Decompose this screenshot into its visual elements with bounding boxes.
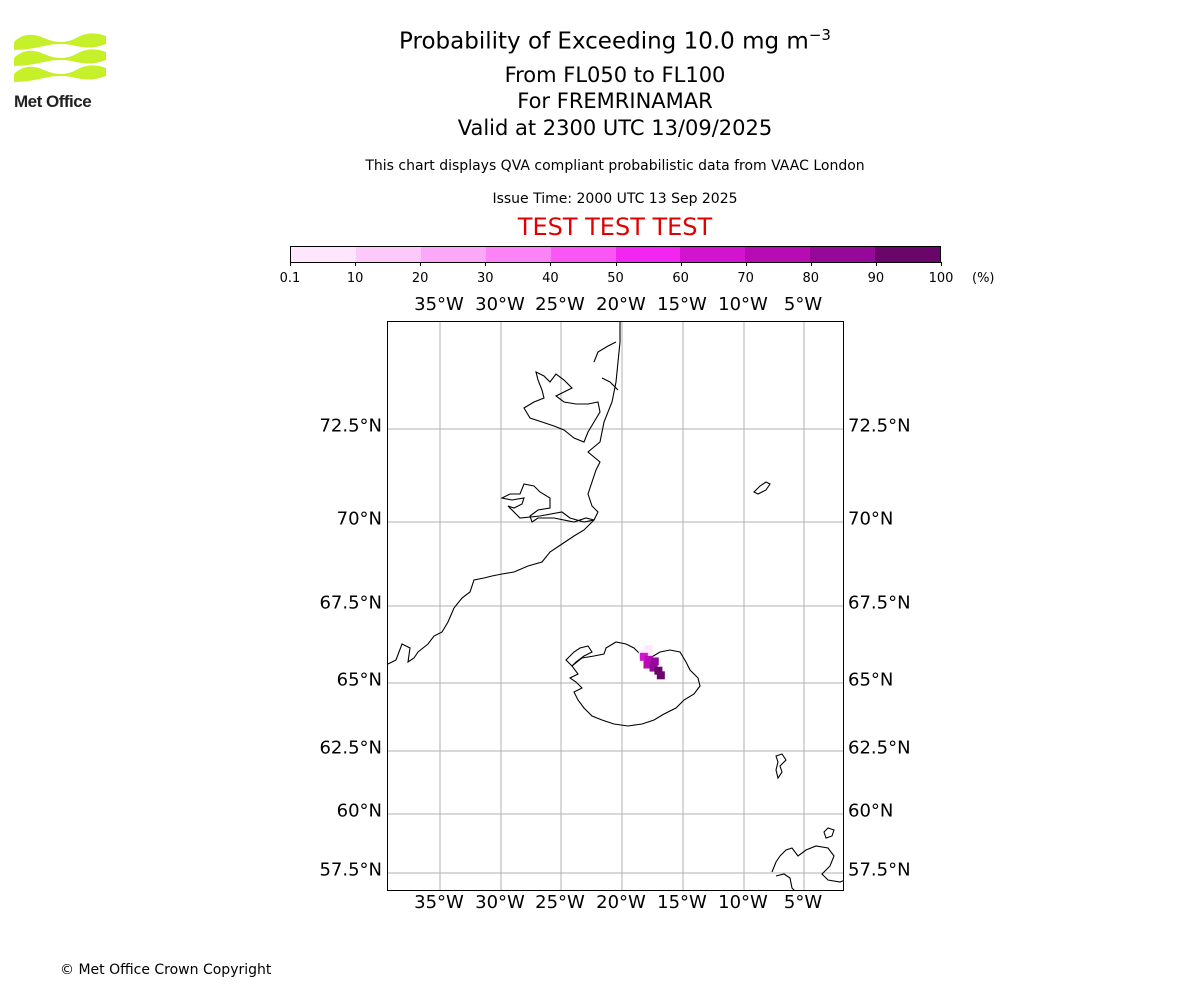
colorbar-tick-label: 50 (607, 271, 624, 286)
faroe-islands-coastline (775, 753, 787, 780)
colorbar-tick-label: 20 (411, 271, 429, 286)
ash-probability-cell (656, 671, 665, 680)
valid-time-subtitle: Valid at 2300 UTC 13/09/2025 (457, 116, 773, 140)
longitude-label-bottom: 15°W (657, 892, 707, 913)
colorbar-tick-label: 30 (477, 271, 494, 286)
scotland-coastline (771, 845, 843, 890)
probability-colorbar (290, 246, 941, 263)
latitude-label-left: 62.5°N (319, 737, 382, 759)
colorbar-segment-0 (291, 247, 356, 262)
latitude-label-right: 62.5°N (848, 737, 911, 759)
jan-mayen-coastline (753, 481, 771, 495)
longitude-label-bottom: 20°W (596, 892, 646, 913)
ash-probability-cell (644, 655, 653, 664)
colorbar-tick-label: 80 (802, 271, 820, 286)
title-text: Probability of Exceeding 10.0 mg m (399, 28, 809, 55)
coastlines (388, 322, 843, 890)
iceland-westfjords (565, 645, 593, 667)
colorbar-tick-mark (550, 262, 552, 266)
colorbar-segment-8 (810, 247, 876, 262)
colorbar-tick-label: 70 (737, 271, 754, 286)
colorbar-tick-mark (941, 262, 942, 266)
colorbar-tick-label: 40 (542, 271, 559, 286)
logo-text: Met Office (14, 92, 92, 111)
colorbar-tick-label: 10 (346, 271, 364, 286)
volcano-subtitle: For FREMRINAMAR (517, 89, 713, 113)
ash-probability-cells (638, 645, 665, 680)
colorbar-tick-mark (290, 262, 291, 266)
colorbar-tick-mark (420, 262, 422, 266)
title-exponent: −3 (808, 26, 831, 44)
colorbar-tick-mark (875, 262, 877, 266)
issue-time: Issue Time: 2000 UTC 13 Sep 2025 (492, 191, 738, 207)
longitude-label-top: 15°W (657, 294, 707, 315)
colorbar-tick-mark (745, 262, 747, 266)
longitude-label-top: 5°W (783, 294, 823, 315)
latitude-label-left: 67.5°N (319, 592, 382, 614)
longitude-label-bottom: 35°W (414, 892, 464, 913)
longitude-label-top: 25°W (535, 294, 585, 315)
colorbar-segment-1 (355, 247, 421, 262)
latitude-label-right: 67.5°N (848, 592, 911, 614)
longitude-label-bottom: 10°W (718, 892, 768, 913)
longitude-label-top: 10°W (718, 294, 768, 315)
colorbar-segment-4 (550, 247, 616, 262)
latitude-label-left: 57.5°N (319, 859, 382, 881)
latitude-label-right: 57.5°N (848, 859, 911, 881)
ash-probability-cell (639, 652, 648, 661)
ash-probability-cell (643, 660, 652, 669)
latitude-label-right: 72.5°N (848, 415, 911, 437)
latitude-label-left: 60°N (336, 800, 382, 822)
colorbar-tick-label: 0.1 (279, 271, 301, 286)
longitude-label-top: 30°W (475, 294, 525, 315)
flight-level-subtitle: From FL050 to FL100 (504, 63, 726, 87)
colorbar-segment-7 (745, 247, 811, 262)
colorbar-tick-mark (355, 262, 357, 266)
map-canvas (388, 322, 843, 890)
longitude-label-bottom: 30°W (475, 892, 525, 913)
met-office-logo-icon (14, 33, 106, 82)
colorbar-segment-5 (615, 247, 681, 262)
colorbar-segment-6 (680, 247, 746, 262)
colorbar-segment-9 (875, 247, 941, 262)
longitude-label-bottom: 25°W (535, 892, 585, 913)
test-banner: TEST TEST TEST (517, 213, 713, 241)
latitude-label-right: 60°N (848, 800, 894, 822)
colorbar-unit: (%) (972, 271, 995, 286)
greenland-coastline (388, 322, 621, 665)
latitude-label-left: 65°N (336, 669, 382, 691)
latitude-label-left: 72.5°N (319, 415, 382, 437)
longitude-label-top: 20°W (596, 294, 646, 315)
longitude-label-top: 35°W (414, 294, 464, 315)
chart-description: This chart displays QVA compliant probab… (365, 158, 865, 174)
colorbar-segment-2 (420, 247, 486, 262)
ash-probability-cell (654, 666, 663, 675)
colorbar-tick-label: 90 (867, 271, 885, 286)
colorbar-tick-label: 60 (672, 271, 689, 286)
latitude-label-right: 65°N (848, 669, 894, 691)
map-panel (387, 321, 844, 891)
colorbar-tick-mark (680, 262, 682, 266)
ash-probability-cell (649, 663, 658, 672)
colorbar-tick-mark (810, 262, 812, 266)
latitude-label-right: 70°N (848, 508, 894, 530)
shetland-coastline (823, 827, 835, 839)
latitude-label-left: 70°N (336, 508, 382, 530)
colorbar-tick-mark (485, 262, 487, 266)
colorbar-tick-mark (615, 262, 617, 266)
colorbar-tick-label: 100 (928, 271, 954, 286)
gridlines (388, 322, 843, 890)
chart-title: Probability of Exceeding 10.0 mg m−3 (0, 26, 1200, 55)
ash-probability-cell (644, 645, 653, 654)
copyright-notice: © Met Office Crown Copyright (60, 962, 272, 978)
iceland-coastline (568, 641, 701, 727)
colorbar-segment-3 (485, 247, 551, 262)
ash-probability-cell (650, 657, 659, 666)
longitude-label-bottom: 5°W (783, 892, 823, 913)
